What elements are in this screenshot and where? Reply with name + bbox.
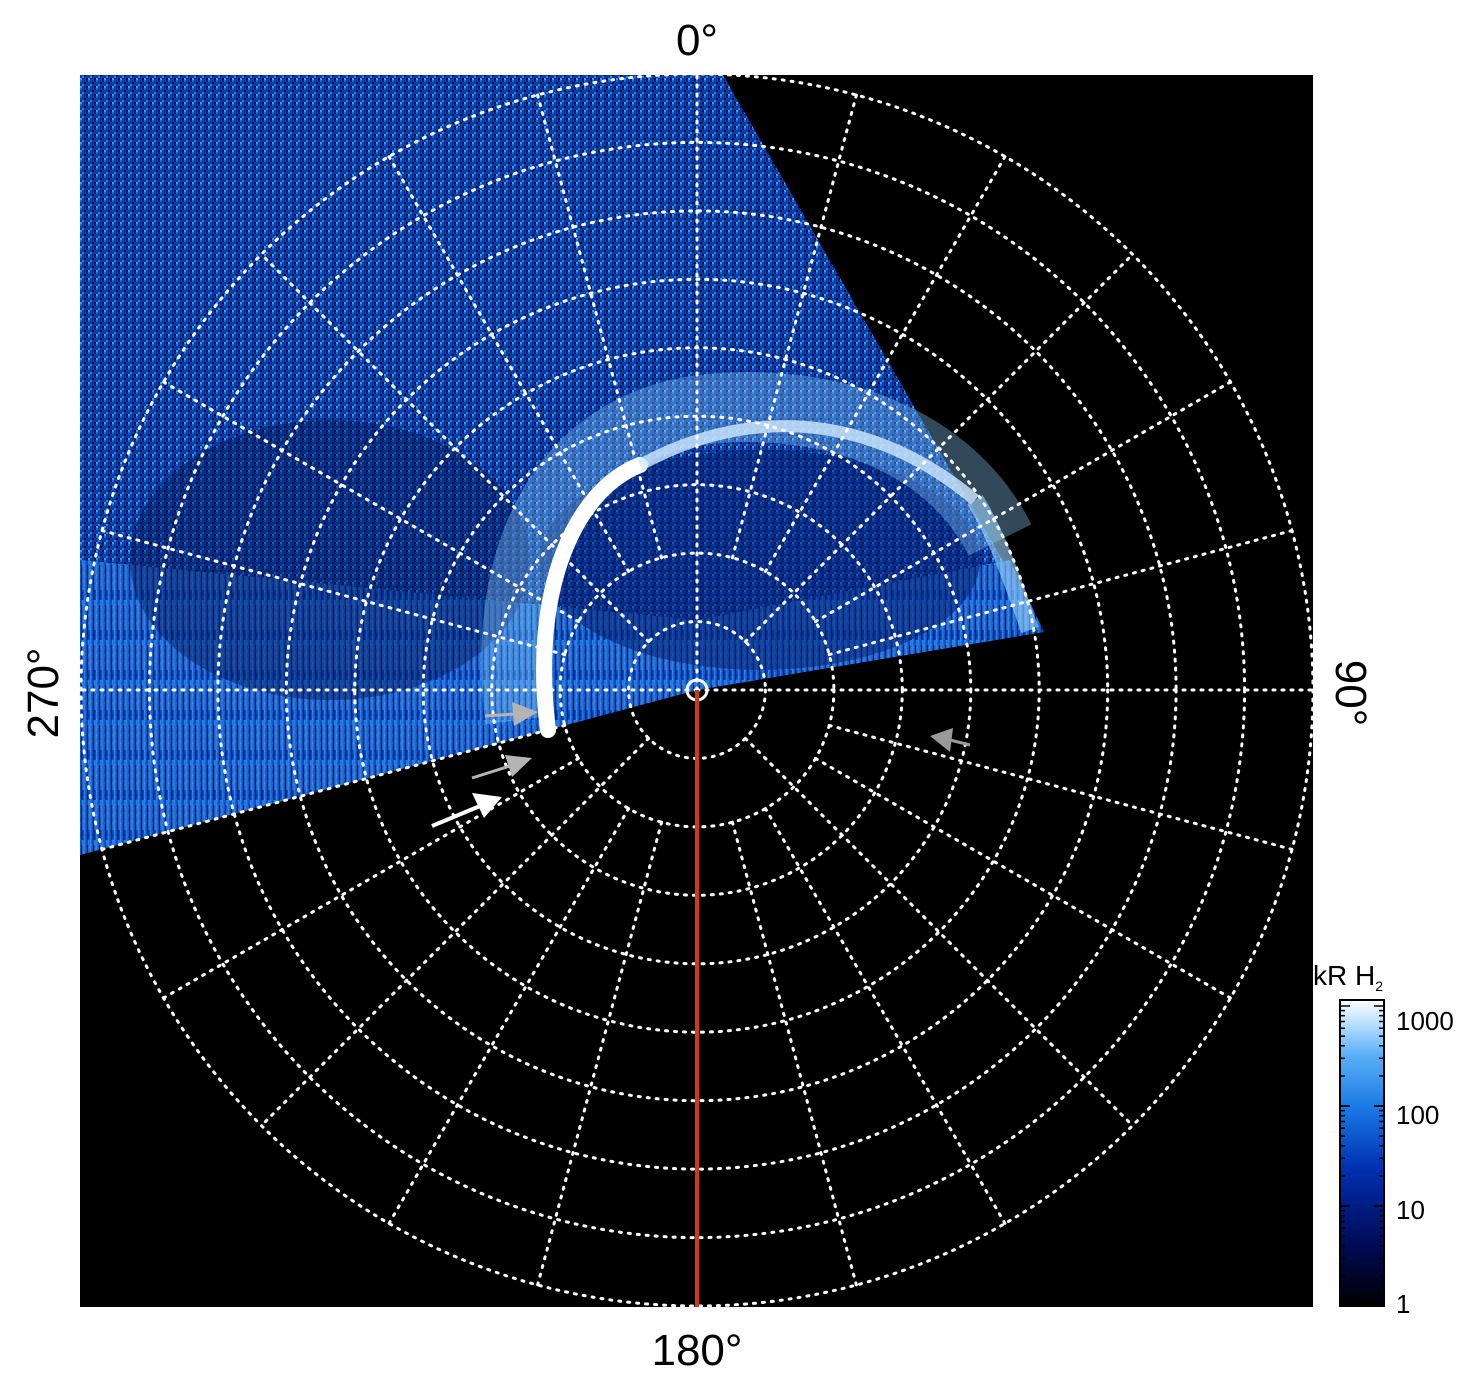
grid-spoke: [743, 252, 1135, 644]
label-180-deg: 180°: [651, 1326, 742, 1375]
grid-spoke: [387, 807, 631, 1225]
auroral-oval-glow: [481, 372, 1032, 725]
grid-spoke: [162, 380, 580, 624]
white-arrow-icon: [431, 793, 502, 828]
label-270-deg: 270°: [19, 647, 68, 738]
grid-spoke: [536, 820, 664, 1287]
auroral-oval: [536, 457, 648, 738]
colorbar-tick-label: 10: [1396, 1195, 1425, 1225]
grid-spoke: [814, 756, 1232, 1000]
colorbar-tick-label: 100: [1396, 1100, 1439, 1130]
grid-spoke: [827, 529, 1294, 657]
grid-spoke: [100, 723, 567, 851]
colorbar: kR H2 1000 100 10 1: [1313, 960, 1454, 1319]
grid-spoke: [259, 252, 651, 644]
grid-spoke: [730, 820, 858, 1287]
grid-spoke: [743, 736, 1135, 1128]
label-90-deg: 90°: [1326, 660, 1375, 727]
colorbar-title: kR H2: [1313, 960, 1383, 994]
grid-spoke: [162, 756, 580, 1000]
grid-spoke: [763, 155, 1007, 573]
grid-spoke: [730, 93, 858, 560]
grid-spoke: [100, 529, 567, 657]
polar-grid: [79, 72, 1315, 1308]
colorbar-tick-label: 1: [1396, 1289, 1410, 1319]
label-0-deg: 0°: [676, 16, 718, 65]
grid-spoke: [387, 155, 631, 573]
grid-ring: [490, 483, 904, 897]
grid-ring: [79, 72, 1315, 1308]
gray-arrow-icon: [471, 755, 532, 780]
grid-ring: [421, 414, 973, 966]
grid-spoke: [763, 807, 1007, 1225]
grid-spoke: [814, 380, 1232, 624]
colorbar-gradient: [1339, 999, 1385, 1307]
gray-arrow-icon: [484, 702, 538, 726]
gray-arrow-icon: [930, 728, 971, 752]
polar-cap-dark-region: [540, 450, 980, 670]
grid-spoke: [536, 93, 664, 560]
grid-spoke: [827, 723, 1294, 851]
colorbar-tick-label: 1000: [1396, 1006, 1454, 1036]
grid-ring: [284, 277, 1110, 1103]
grid-spoke: [259, 736, 651, 1128]
